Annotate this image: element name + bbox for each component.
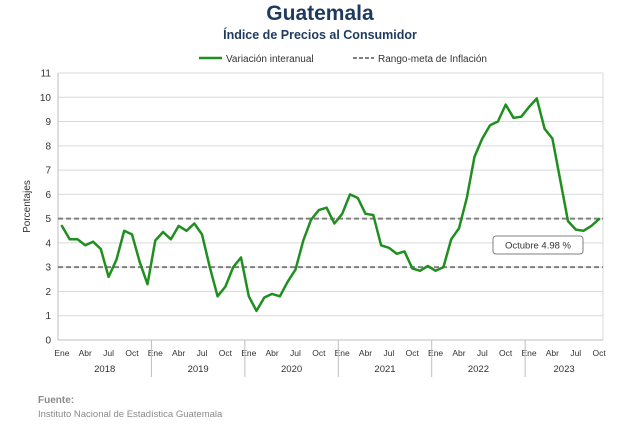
x-tick-label: Ene xyxy=(428,348,443,358)
y-tick-label: 11 xyxy=(41,69,52,80)
annotation-box xyxy=(492,235,584,255)
x-tick-label: Abr xyxy=(546,348,559,358)
y-tick-label: 10 xyxy=(40,93,52,104)
x-tick-label: Jul xyxy=(103,348,114,358)
y-tick-label: 9 xyxy=(45,117,51,128)
y-tick-label: 0 xyxy=(45,336,51,347)
x-tick-label: Oct xyxy=(219,348,233,358)
source-text: Instituto Nacional de Estadística Guatem… xyxy=(38,409,223,420)
x-tick-label: Jul xyxy=(477,348,488,358)
chart-subtitle: Índice de Precios al Consumidor xyxy=(223,28,417,42)
x-tick-label: Abr xyxy=(359,348,372,358)
x-tick-label: Jul xyxy=(383,348,394,358)
x-tick-label: Oct xyxy=(312,348,326,358)
chart-title: Guatemala xyxy=(266,2,374,25)
year-label: 2023 xyxy=(554,364,575,375)
x-tick-label: Ene xyxy=(521,348,536,358)
y-tick-label: 3 xyxy=(45,263,51,274)
y-tick-label: 7 xyxy=(45,166,51,177)
y-tick-label: 4 xyxy=(45,238,51,249)
y-tick-label: 1 xyxy=(45,311,51,322)
x-tick-label: Oct xyxy=(406,348,420,358)
year-label: 2018 xyxy=(94,364,115,375)
x-tick-label: Ene xyxy=(148,348,163,358)
y-tick-label: 2 xyxy=(45,287,51,298)
legend-label-rango: Rango-meta de Inflación xyxy=(378,54,487,65)
y-tick-label: 6 xyxy=(45,190,51,201)
legend-label-variacion: Variación interanual xyxy=(226,54,314,65)
y-axis-label: Porcentajes xyxy=(22,180,33,233)
x-tick-label: Oct xyxy=(592,348,606,358)
annotation-label: Octubre 4.98 % xyxy=(505,241,572,252)
year-label: 2019 xyxy=(188,364,209,375)
x-tick-label: Abr xyxy=(265,348,278,358)
x-tick-label: Jul xyxy=(290,348,301,358)
year-label: 2022 xyxy=(468,364,489,375)
y-tick-label: 8 xyxy=(45,141,51,152)
x-tick-label: Jul xyxy=(197,348,208,358)
x-tick-label: Abr xyxy=(452,348,465,358)
source-label: Fuente: xyxy=(38,395,75,406)
x-tick-label: Ene xyxy=(335,348,350,358)
year-label: 2021 xyxy=(374,364,395,375)
x-tick-label: Ene xyxy=(54,348,69,358)
x-tick-label: Abr xyxy=(172,348,185,358)
x-tick-label: Oct xyxy=(125,348,139,358)
x-tick-label: Jul xyxy=(570,348,581,358)
year-label: 2020 xyxy=(281,364,302,375)
series-line-variacion xyxy=(60,97,601,313)
y-tick-label: 5 xyxy=(45,214,51,225)
x-tick-label: Oct xyxy=(499,348,513,358)
x-tick-label: Ene xyxy=(241,348,256,358)
x-tick-label: Abr xyxy=(79,348,92,358)
